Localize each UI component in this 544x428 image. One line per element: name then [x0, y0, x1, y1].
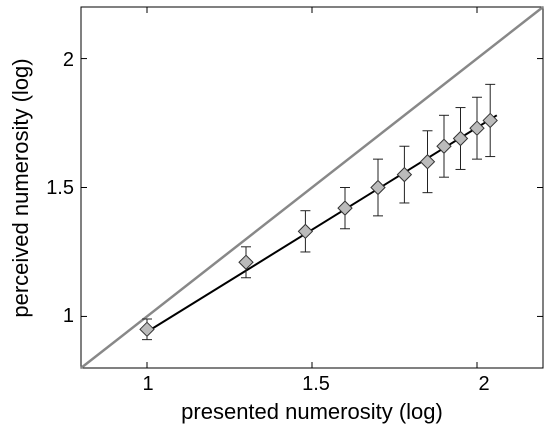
identity-line-layer — [80, 6, 544, 369]
x-axis-ticks — [146, 7, 478, 368]
x-tick-label-1: 1 — [142, 373, 153, 395]
y-tick-label-2: 2 — [63, 49, 74, 71]
x-tick-labels: 1 1.5 2 — [142, 373, 489, 395]
data-point — [482, 112, 498, 129]
x-axis-label: presented numerosity (log) — [181, 399, 443, 424]
data-point — [396, 166, 413, 183]
data-point — [419, 154, 436, 170]
x-tick-label-2: 2 — [478, 373, 489, 395]
y-tick-label-1-5: 1.5 — [46, 177, 74, 199]
y-tick-labels: 1 1.5 2 — [46, 49, 74, 327]
plot-area — [80, 6, 544, 369]
data-point — [297, 223, 314, 240]
data-point — [436, 138, 452, 154]
data-point — [139, 321, 155, 338]
data-point — [238, 254, 254, 270]
y-axis-label: perceived numerosity (log) — [8, 58, 33, 317]
identity-line — [80, 6, 544, 369]
data-point — [469, 120, 485, 136]
data-point — [370, 179, 386, 196]
data-point-layer — [139, 112, 498, 338]
fit-line-layer — [146, 114, 498, 333]
y-tick-label-1: 1 — [63, 305, 74, 327]
data-point — [337, 200, 353, 216]
fit-line — [146, 114, 498, 333]
y-axis-ticks — [81, 58, 543, 317]
x-tick-label-1-5: 1.5 — [302, 373, 330, 395]
data-point — [452, 130, 469, 147]
